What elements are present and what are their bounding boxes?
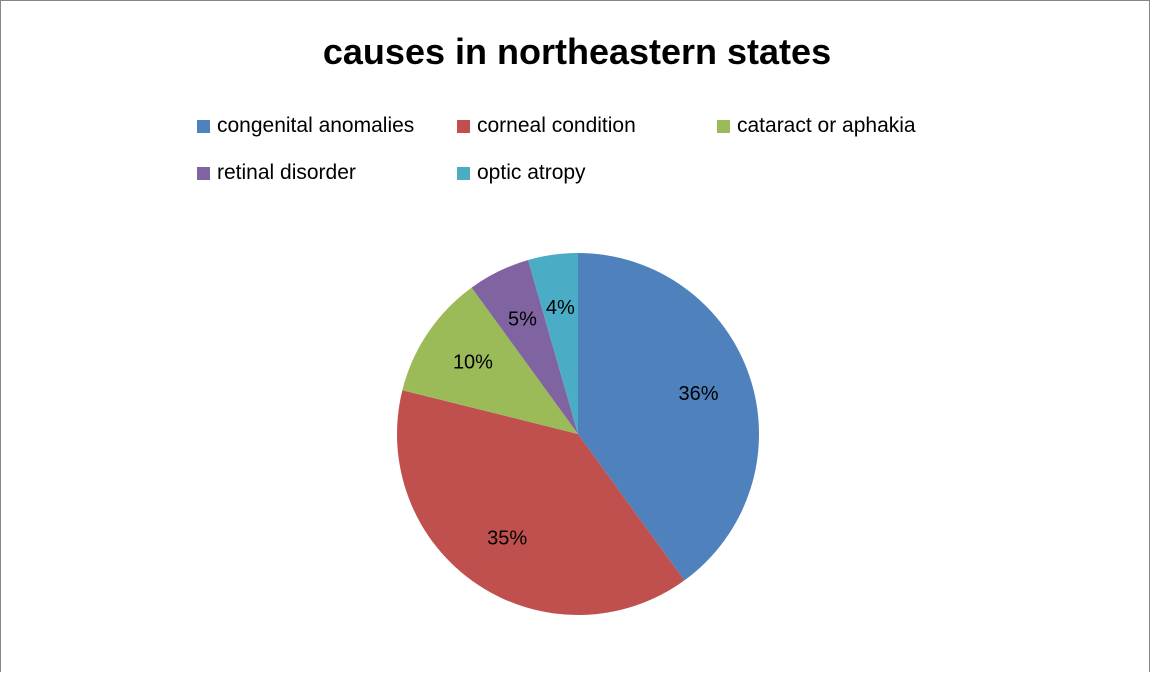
legend-item-cataract-or-aphakia: cataract or aphakia xyxy=(717,114,916,138)
legend-label: corneal condition xyxy=(477,114,636,137)
legend-label: cataract or aphakia xyxy=(737,114,916,137)
pie-slice-retinal-disorder xyxy=(471,260,578,434)
legend-item-congenital-anomalies: congenital anomalies xyxy=(197,114,414,138)
legend-item-corneal-condition: corneal condition xyxy=(457,114,636,138)
data-label-optic-atropy: 4% xyxy=(546,297,575,319)
data-label-cataract-or-aphakia: 10% xyxy=(453,351,493,373)
legend-label: retinal disorder xyxy=(217,161,356,184)
pie-slice-corneal-condition xyxy=(397,390,685,616)
legend-swatch xyxy=(457,119,470,133)
legend-item-retinal-disorder: retinal disorder xyxy=(197,161,356,185)
legend-swatch xyxy=(717,119,730,133)
data-label-corneal-condition: 35% xyxy=(487,527,527,549)
pie-slice-optic-atropy xyxy=(528,253,578,434)
data-label-congenital-anomalies: 36% xyxy=(678,383,718,405)
legend-swatch xyxy=(197,166,210,180)
legend-label: optic atropy xyxy=(477,161,586,184)
legend-swatch xyxy=(197,119,210,133)
legend-swatch xyxy=(457,166,470,180)
pie-slice-congenital-anomalies xyxy=(578,253,760,581)
data-label-retinal-disorder: 5% xyxy=(508,308,537,330)
legend-label: congenital anomalies xyxy=(217,114,415,137)
legend-item-optic-atropy: optic atropy xyxy=(457,161,586,185)
chart-title: causes in northeastern states xyxy=(322,31,832,72)
legend: congenital anomalies corneal condition c… xyxy=(1,1,1152,201)
pie-slice-cataract-or-aphakia xyxy=(402,287,578,434)
